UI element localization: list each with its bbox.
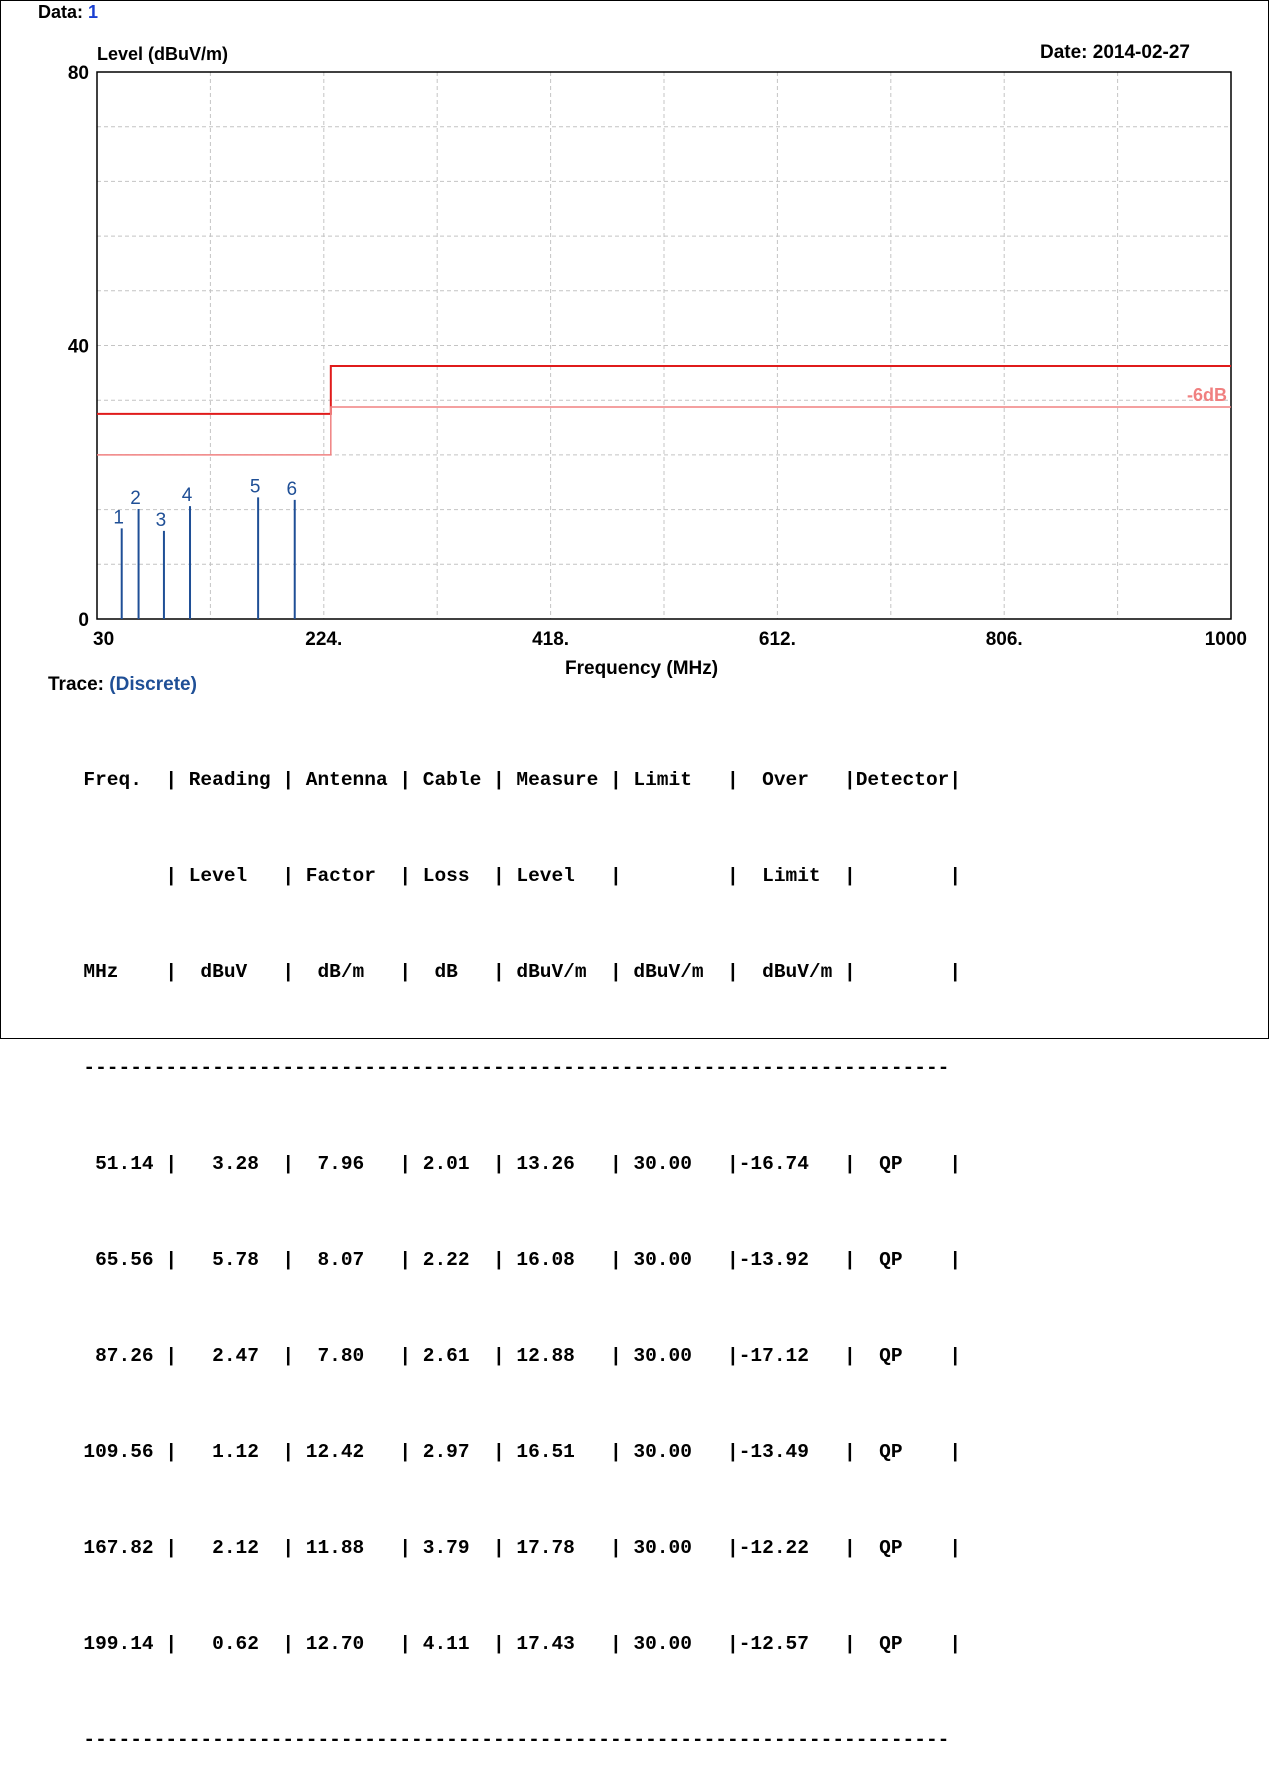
limit-line-minus-6db — [97, 406, 1231, 456]
date-label: Date: 2014-02-27 — [1040, 42, 1190, 63]
x-tick-label: 1000 — [1205, 629, 1247, 650]
y-tick-label: 40 — [68, 337, 89, 358]
marker-label: 5 — [250, 476, 261, 497]
data-value: 1 — [88, 2, 99, 22]
plot-area-border — [96, 71, 1232, 620]
x-tick-label: 806. — [986, 629, 1023, 650]
limit-line — [97, 365, 1231, 415]
y-tick-label: 0 — [78, 610, 89, 631]
table-row: 199.14 | 0.62 | 12.70 | 4.11 | 17.43 | 3… — [60, 1633, 962, 1655]
trace-label: Trace: (Discrete) — [48, 674, 197, 695]
table-header-line-2: | Level | Factor | Loss | Level | | Limi… — [60, 865, 962, 887]
data-label: Data: 1 — [38, 2, 99, 22]
table-row: 87.26 | 2.47 | 7.80 | 2.61 | 12.88 | 30.… — [60, 1345, 962, 1367]
marker-label: 1 — [113, 507, 124, 528]
x-tick-label: 30 — [93, 629, 114, 650]
marker-label: 3 — [156, 510, 167, 531]
marker-label: 4 — [182, 485, 193, 506]
x-tick-label: 418. — [532, 629, 569, 650]
x-tick-label: 612. — [759, 629, 796, 650]
table-row: 167.82 | 2.12 | 11.88 | 3.79 | 17.78 | 3… — [60, 1537, 962, 1559]
measurement-table: Freq. | Reading | Antenna | Cable | Meas… — [60, 700, 961, 1788]
marker-label: 2 — [130, 488, 141, 509]
trace-value: (Discrete) — [109, 674, 197, 695]
x-tick-label: 224. — [305, 629, 342, 650]
table-footer-separator: ----------------------------------------… — [60, 1729, 950, 1751]
table-header-line-3: MHz | dBuV | dB/m | dB | dBuV/m | dBuV/m… — [60, 961, 962, 983]
table-header-line-1: Freq. | Reading | Antenna | Cable | Meas… — [60, 769, 962, 791]
y-axis-title: Level (dBuV/m) — [97, 44, 229, 64]
table-row: 65.56 | 5.78 | 8.07 | 2.22 | 16.08 | 30.… — [60, 1249, 962, 1271]
table-row: 51.14 | 3.28 | 7.96 | 2.01 | 13.26 | 30.… — [60, 1153, 962, 1175]
table-row: 109.56 | 1.12 | 12.42 | 2.97 | 16.51 | 3… — [60, 1441, 962, 1463]
y-tick-label: 80 — [68, 63, 89, 84]
table-separator: ----------------------------------------… — [60, 1057, 950, 1079]
marker-label: 6 — [286, 479, 297, 500]
limit-line-label: -6dB — [1187, 385, 1227, 405]
x-axis-title: Frequency (MHz) — [565, 658, 719, 679]
